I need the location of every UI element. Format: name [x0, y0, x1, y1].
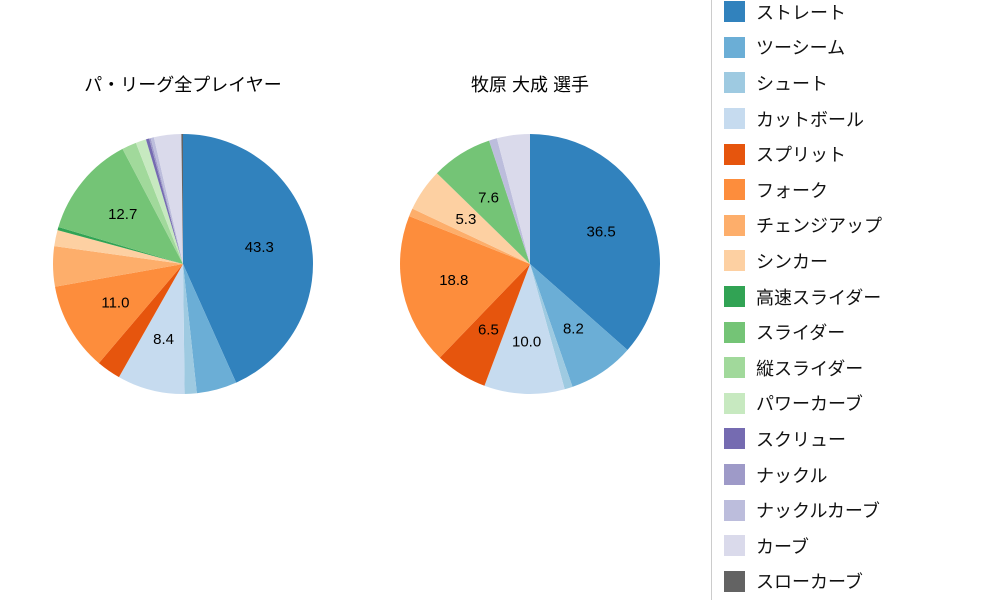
legend-swatch	[724, 464, 745, 486]
legend-label: 高速スライダー	[756, 287, 882, 308]
pie-slice	[439, 264, 530, 386]
legend-label: カーブ	[756, 536, 809, 557]
legend-swatch	[724, 392, 745, 414]
pie-slice	[153, 134, 183, 264]
legend-swatch	[724, 357, 745, 379]
legend-swatch	[724, 499, 745, 521]
pie-slice	[183, 134, 313, 383]
legend-swatch	[724, 72, 745, 94]
legend-label: スローカーブ	[756, 572, 863, 593]
pie-value-label: 6.5	[478, 322, 499, 339]
pie-slice	[183, 264, 197, 394]
legend-item: ナックル	[724, 457, 1000, 493]
legend-label: ナックル	[756, 465, 828, 486]
pie-slice	[409, 208, 530, 264]
legend-item: シンカー	[724, 243, 1000, 279]
pie-slice	[53, 246, 184, 287]
pie-slice	[530, 134, 660, 350]
legend-item: ストレート	[724, 0, 1000, 30]
pie-slice	[58, 148, 183, 264]
legend-item: シュート	[724, 65, 1000, 101]
pie-slice	[149, 138, 183, 264]
legend: ストレートツーシームシュートカットボール スプリットフォークチェンジアップ シンカー…	[711, 0, 1000, 600]
legend-swatch	[724, 286, 745, 308]
legend-swatch	[724, 1, 745, 23]
legend-label: シンカー	[756, 251, 828, 272]
legend-swatch	[724, 535, 745, 557]
legend-swatch	[724, 570, 745, 592]
legend-item: スプリット	[724, 136, 1000, 172]
legend-item: スライダー	[724, 314, 1000, 350]
legend-label: フォーク	[756, 180, 828, 201]
left-chart-title: パ・リーグ全プレイヤー	[84, 75, 282, 95]
legend-label: ストレート	[756, 2, 846, 23]
pie-slice	[55, 264, 184, 364]
pie-slice	[412, 173, 530, 264]
legend-label: 縦スライダー	[756, 358, 864, 379]
legend-label: チェンジアップ	[756, 216, 882, 237]
right-chart-title: 牧原 大成 選手	[470, 75, 589, 95]
pie-slice	[436, 140, 530, 264]
legend-item: スローカーブ	[724, 564, 1000, 600]
pie-player: 36.5 8.2 10.0 6.5 18.8 5.37.6	[400, 134, 660, 394]
legend-swatch	[724, 214, 745, 236]
pie-value-label: 18.8	[439, 272, 468, 289]
pie-value-label: 10.0	[512, 333, 541, 350]
pie-value-label: 7.6	[478, 189, 499, 206]
legend-item: フォーク	[724, 172, 1000, 208]
legend-label: ナックルカーブ	[756, 501, 880, 522]
pie-slice	[484, 264, 565, 394]
pie-slice	[150, 137, 183, 264]
pie-slice	[98, 264, 183, 378]
pie-slice	[54, 230, 183, 264]
legend-label: スプリット	[756, 145, 846, 166]
pie-value-label: 43.3	[245, 239, 274, 256]
pie-value-label: 36.5	[586, 223, 615, 240]
legend-item: スクリュー	[724, 421, 1000, 457]
pie-slice	[530, 264, 628, 387]
legend-label: シュート	[756, 73, 828, 94]
pie-slice	[122, 142, 183, 264]
pie-league: 43.3 8.4 11.0 12.7	[53, 134, 313, 395]
legend-label: ツーシーム	[756, 38, 846, 59]
pie-slice	[145, 138, 183, 264]
legend-label: カットボール	[756, 109, 864, 130]
pie-slice	[489, 138, 530, 264]
pie-slice	[183, 264, 237, 394]
legend-item: 高速スライダー	[724, 279, 1000, 315]
legend-swatch	[724, 108, 745, 130]
legend-item: チェンジアップ	[724, 208, 1000, 244]
legend-swatch	[724, 428, 745, 450]
pie-value-label: 11.0	[101, 294, 129, 311]
pie-value-label: 8.4	[153, 331, 174, 348]
pie-slice	[135, 139, 183, 264]
pie-slice	[57, 226, 183, 264]
legend-item: ナックルカーブ	[724, 492, 1000, 528]
pie-slice	[496, 134, 530, 264]
legend-swatch	[724, 321, 745, 343]
pie-value-label: 8.2	[563, 320, 584, 337]
legend-swatch	[724, 250, 745, 272]
legend-item: パワーカーブ	[724, 386, 1000, 422]
pie-value-label: 5.3	[455, 211, 476, 228]
legend-label: スクリュー	[756, 429, 846, 450]
legend-label: スライダー	[756, 323, 846, 344]
pie-slice	[118, 264, 185, 395]
legend-swatch	[724, 36, 745, 58]
legend-item: 縦スライダー	[724, 350, 1000, 386]
pie-slice	[530, 264, 573, 390]
legend-swatch	[724, 179, 745, 201]
legend-label: パワーカーブ	[756, 394, 863, 415]
legend-item: ツーシーム	[724, 30, 1000, 66]
pie-value-label: 12.7	[108, 206, 137, 223]
legend-item: カットボール	[724, 101, 1000, 137]
pie-slice	[400, 216, 530, 358]
legend-item: カーブ	[724, 528, 1000, 564]
pie-slice	[181, 134, 183, 264]
legend-swatch	[724, 143, 745, 165]
